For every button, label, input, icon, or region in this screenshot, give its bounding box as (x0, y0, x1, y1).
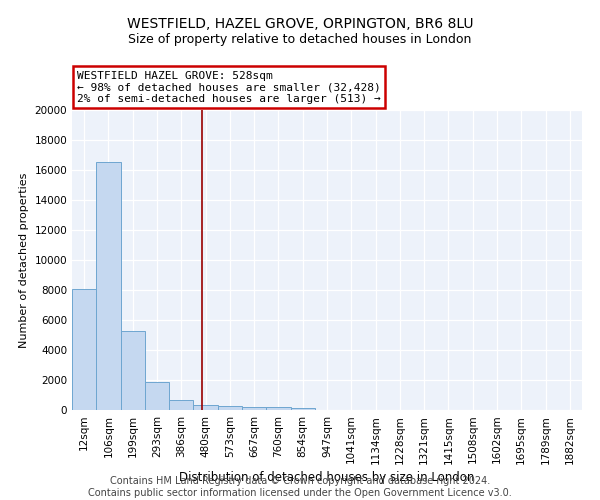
Bar (169, 400, 193, 410)
Y-axis label: Number of detached properties: Number of detached properties (19, 172, 29, 348)
Bar (218, 406, 242, 410)
Bar (193, 405, 218, 410)
Bar (145, 382, 169, 410)
Text: Contains HM Land Registry data © Crown copyright and database right 2024.
Contai: Contains HM Land Registry data © Crown c… (88, 476, 512, 498)
X-axis label: Distribution of detached houses by size in London: Distribution of detached houses by size … (179, 470, 475, 484)
Bar (266, 407, 290, 410)
Bar (72, 288, 96, 410)
Bar (242, 406, 266, 410)
Text: WESTFIELD HAZEL GROVE: 528sqm
← 98% of detached houses are smaller (32,428)
2% o: WESTFIELD HAZEL GROVE: 528sqm ← 98% of d… (77, 71, 381, 104)
Text: WESTFIELD, HAZEL GROVE, ORPINGTON, BR6 8LU: WESTFIELD, HAZEL GROVE, ORPINGTON, BR6 8… (127, 18, 473, 32)
Bar (96, 162, 121, 410)
Bar (121, 330, 145, 410)
Bar (290, 408, 315, 410)
Text: Size of property relative to detached houses in London: Size of property relative to detached ho… (128, 32, 472, 46)
